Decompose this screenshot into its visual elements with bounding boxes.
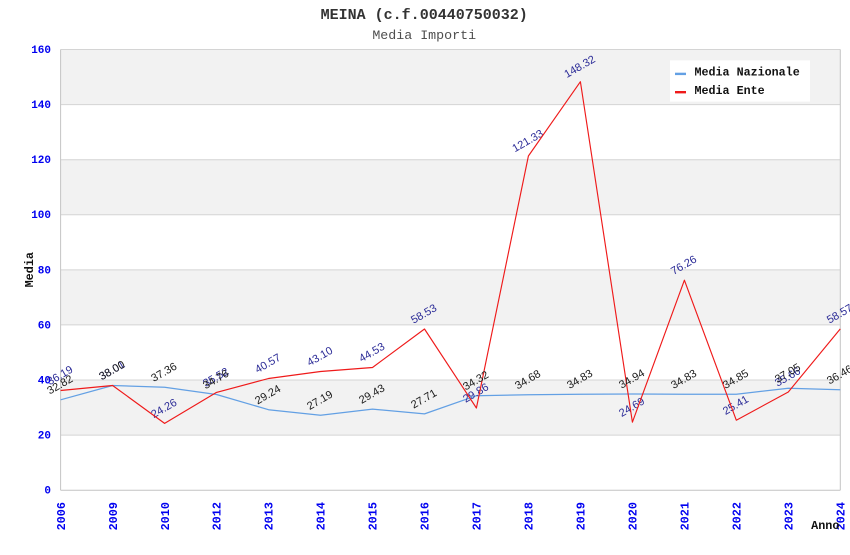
svg-text:Media: Media bbox=[23, 252, 37, 287]
svg-text:2013: 2013 bbox=[263, 502, 277, 530]
svg-text:Media Nazionale: Media Nazionale bbox=[695, 66, 800, 80]
svg-text:2014: 2014 bbox=[315, 502, 329, 530]
svg-text:2021: 2021 bbox=[679, 502, 693, 530]
svg-text:2015: 2015 bbox=[367, 502, 381, 530]
svg-text:2006: 2006 bbox=[55, 502, 69, 530]
svg-text:2016: 2016 bbox=[419, 502, 433, 530]
svg-text:2022: 2022 bbox=[731, 502, 745, 530]
svg-text:2012: 2012 bbox=[211, 502, 225, 530]
svg-text:Media Ente: Media Ente bbox=[695, 84, 765, 98]
svg-text:2010: 2010 bbox=[159, 502, 173, 530]
svg-text:0: 0 bbox=[44, 486, 51, 498]
svg-text:2009: 2009 bbox=[107, 502, 121, 530]
svg-text:160: 160 bbox=[31, 45, 51, 57]
svg-text:2018: 2018 bbox=[523, 502, 537, 530]
svg-text:120: 120 bbox=[31, 155, 51, 167]
svg-text:Media Importi: Media Importi bbox=[372, 28, 476, 43]
svg-text:80: 80 bbox=[38, 265, 51, 277]
svg-text:20: 20 bbox=[38, 431, 51, 443]
svg-text:2020: 2020 bbox=[627, 502, 641, 530]
svg-text:60: 60 bbox=[38, 320, 51, 332]
svg-text:40: 40 bbox=[38, 375, 51, 387]
svg-text:MEINA (c.f.00440750032): MEINA (c.f.00440750032) bbox=[321, 7, 528, 24]
svg-text:2019: 2019 bbox=[575, 502, 589, 530]
svg-text:2024: 2024 bbox=[835, 502, 849, 530]
svg-text:2017: 2017 bbox=[471, 502, 485, 530]
svg-text:100: 100 bbox=[31, 210, 51, 222]
svg-text:140: 140 bbox=[31, 100, 51, 112]
svg-text:Anno: Anno bbox=[811, 519, 839, 533]
svg-text:2023: 2023 bbox=[783, 502, 797, 530]
